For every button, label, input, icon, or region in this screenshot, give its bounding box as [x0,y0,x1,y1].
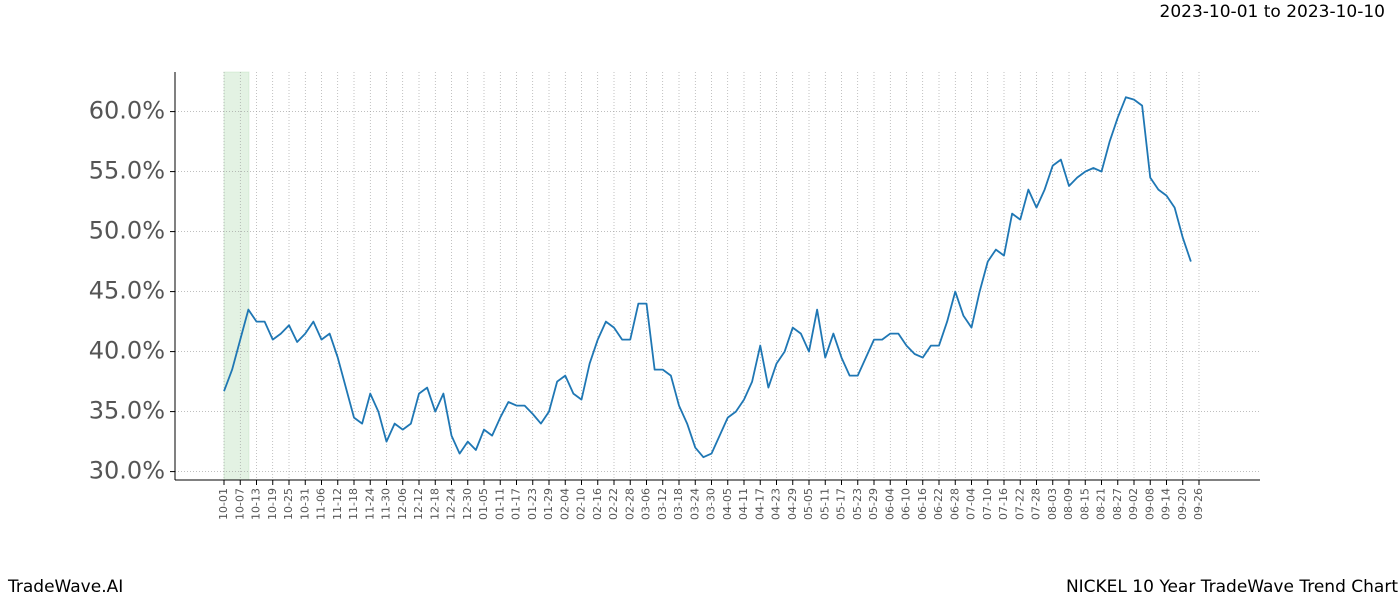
x-tick-label: 07-04 [965,488,978,520]
x-tick-label: 04-05 [721,488,734,520]
x-tick-label: 03-18 [672,488,685,520]
x-tick-label: 12-18 [428,488,441,520]
x-tick-label: 02-10 [575,488,588,520]
x-tick-label: 09-20 [1176,488,1189,520]
x-tick-label: 11-12 [331,488,344,520]
x-tick-label: 03-06 [640,488,653,520]
highlight-span [223,71,250,481]
x-tick-label: 04-23 [770,488,783,520]
y-tick-label: 35.0% [89,397,165,425]
x-tick-label: 10-07 [233,488,246,520]
x-tick-label: 03-24 [688,488,701,520]
x-tick-label: 05-17 [835,488,848,520]
x-tick-label: 09-26 [1192,488,1205,520]
x-tick-label: 02-28 [623,488,636,520]
x-tick-label: 01-23 [526,488,539,520]
x-tick-label: 01-11 [493,488,506,520]
x-tick-label: 03-12 [656,488,669,520]
x-tick-label: 10-01 [217,488,230,520]
x-tick-label: 11-06 [315,488,328,520]
x-tick-label: 07-10 [981,488,994,520]
x-tick-label: 07-28 [1030,488,1043,520]
x-tick-label: 02-22 [607,488,620,520]
x-tick-label: 01-17 [510,488,523,520]
x-tick-label: 06-28 [948,488,961,520]
x-tick-label: 05-11 [818,488,831,520]
x-tick-label: 12-12 [412,488,425,520]
x-tick-label: 04-29 [786,488,799,520]
x-tick-label: 05-05 [802,488,815,520]
x-tick-label: 09-08 [1143,488,1156,520]
x-tick-label: 11-18 [347,488,360,520]
x-tick-label: 12-30 [461,488,474,520]
x-tick-label: 01-29 [542,488,555,520]
x-tick-label: 12-06 [396,488,409,520]
x-tick-label: 08-21 [1095,488,1108,520]
footer-right: NICKEL 10 Year TradeWave Trend Chart [1066,577,1398,597]
x-tick-label: 01-05 [477,488,490,520]
x-tick-label: 09-02 [1127,488,1140,520]
y-tick-label: 50.0% [89,217,165,245]
x-tick-label: 08-27 [1111,488,1124,520]
x-tick-label: 03-30 [705,488,718,520]
x-tick-label: 11-30 [380,488,393,520]
x-tick-label: 08-15 [1078,488,1091,520]
x-tick-label: 10-25 [282,488,295,520]
y-tick-label: 55.0% [89,157,165,185]
trend-line [223,96,1192,459]
x-tick-label: 10-19 [266,488,279,520]
x-tick-label: 09-14 [1160,488,1173,520]
footer-left: TradeWave.AI [7,577,123,597]
x-tick-label: 06-16 [916,488,929,520]
x-tick-label: 07-22 [1013,488,1026,520]
x-tick-label: 05-23 [851,488,864,520]
x-tick-label: 11-24 [363,488,376,520]
x-tick-label: 07-16 [997,488,1010,520]
x-tick-label: 10-13 [250,488,263,520]
y-tick-label: 30.0% [89,457,165,485]
x-tick-label: 08-03 [1046,488,1059,520]
y-tick-label: 60.0% [89,97,165,125]
x-tick-label: 05-29 [867,488,880,520]
x-tick-label: 10-31 [298,488,311,520]
x-tick-label: 04-17 [753,488,766,520]
header: 2023-10-01 to 2023-10-10 [1160,2,1385,22]
x-tick-label: 02-04 [558,488,571,520]
x-tick-label: 12-24 [445,488,458,520]
x-tick-label: 02-16 [591,488,604,520]
x-tick-label: 08-09 [1062,488,1075,520]
x-tick-label: 06-04 [883,488,896,520]
x-tick-label: 06-22 [932,488,945,520]
x-tick-label: 06-10 [900,488,913,520]
x-tick-label: 04-11 [737,488,750,520]
y-tick-label: 45.0% [89,277,165,305]
y-tick-label: 40.0% [89,337,165,365]
